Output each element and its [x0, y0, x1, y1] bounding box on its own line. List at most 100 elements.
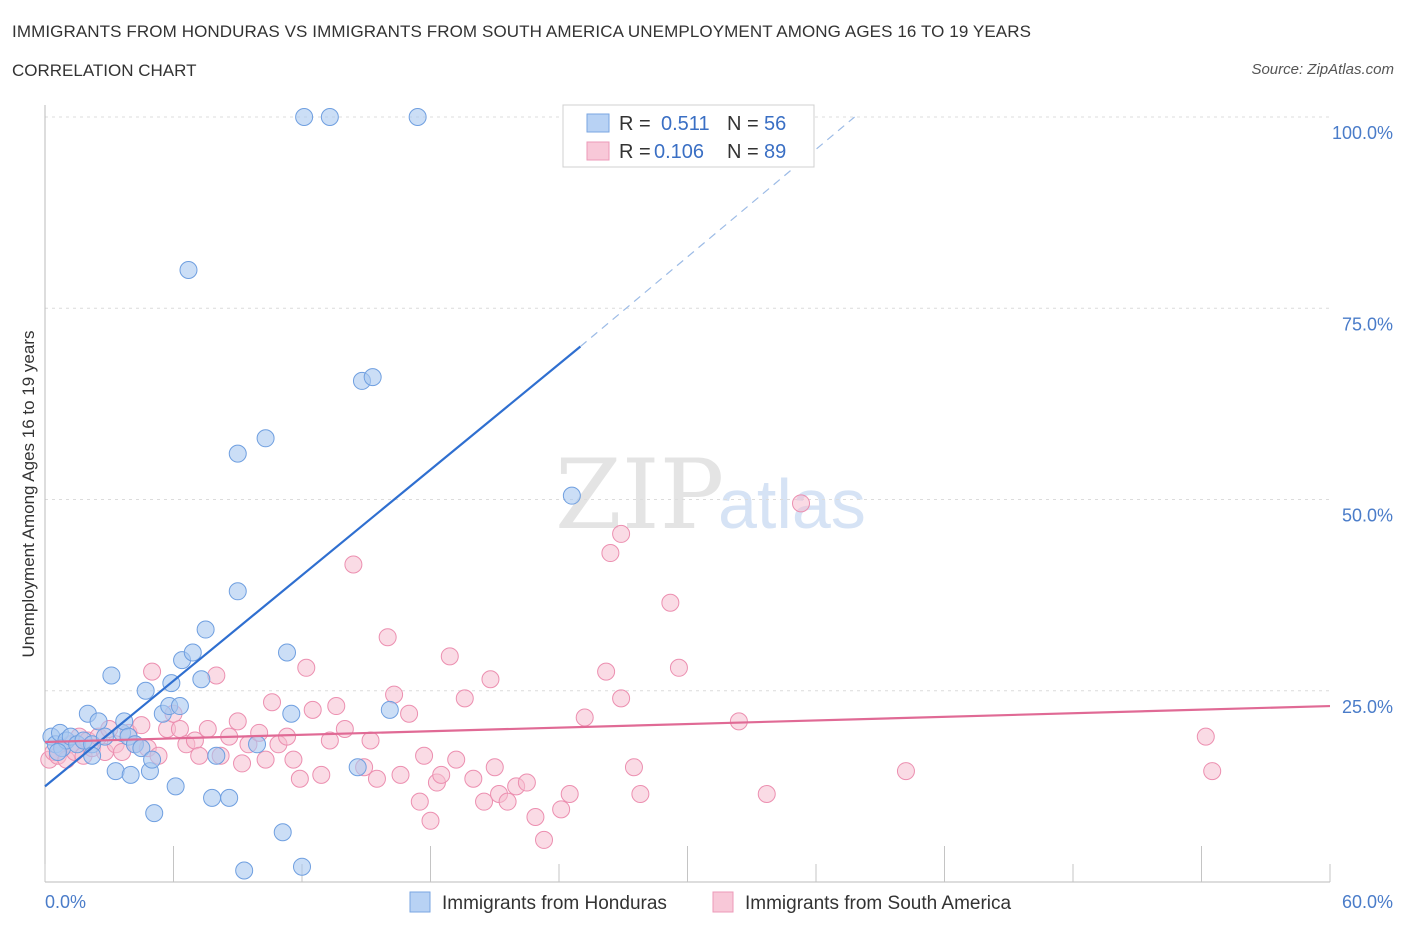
point-south-america-84: [669, 658, 688, 677]
bottom-legend-swatch-south-america: [712, 891, 734, 913]
point-honduras-18: [121, 765, 140, 784]
point-honduras-35: [203, 788, 222, 807]
point-honduras-48: [320, 108, 339, 126]
point-south-america-27: [190, 746, 209, 765]
legend-r-label-south-america: R =: [619, 141, 651, 163]
point-honduras-31: [179, 261, 198, 279]
point-honduras-54: [562, 486, 581, 505]
legend-r-value-honduras: 0.511: [661, 113, 710, 135]
legend-n-label-south-america: N =: [727, 141, 759, 163]
point-south-america-56: [410, 792, 429, 811]
point-south-america-83: [661, 593, 680, 612]
point-south-america-65: [475, 792, 494, 811]
point-south-america-33: [233, 754, 252, 773]
point-south-america-64: [464, 769, 483, 788]
point-south-america-45: [320, 731, 339, 750]
point-south-america-87: [792, 494, 811, 513]
point-south-america-76: [575, 708, 594, 727]
point-south-america-86: [757, 785, 776, 804]
point-south-america-72: [526, 807, 545, 826]
legend: R = 0.511 N = 56 R = 0.106 N = 89: [562, 104, 815, 168]
point-south-america-69: [498, 792, 517, 811]
point-honduras-55: [48, 742, 67, 761]
point-honduras-28: [166, 777, 185, 796]
point-honduras-51: [363, 368, 382, 387]
point-honduras-32: [183, 643, 202, 662]
legend-n-value-south-america: 89: [764, 141, 786, 163]
point-honduras-36: [207, 746, 226, 765]
point-south-america-29: [207, 666, 226, 685]
point-south-america-42: [297, 658, 316, 677]
point-south-america-39: [278, 727, 297, 746]
point-south-america-46: [327, 697, 346, 716]
point-south-america-77: [597, 662, 616, 681]
point-south-america-63: [455, 689, 474, 708]
series-south-america: [40, 494, 1222, 849]
y-tick-label-50: 50.0%: [1342, 506, 1393, 526]
point-honduras-40: [235, 861, 254, 880]
point-honduras-46: [293, 857, 311, 876]
legend-n-label-honduras: N =: [727, 113, 759, 135]
point-south-america-40: [284, 750, 303, 769]
point-south-america-71: [517, 773, 536, 792]
point-honduras-21: [136, 681, 155, 700]
point-honduras-23: [143, 750, 162, 769]
point-south-america-43: [303, 700, 322, 719]
point-south-america-60: [432, 765, 451, 784]
point-south-america-90: [1203, 762, 1222, 781]
point-honduras-39: [228, 444, 247, 463]
bottom-legend-label-south-america: Immigrants from South America: [745, 893, 1012, 914]
point-south-america-41: [290, 769, 309, 788]
point-honduras-44: [278, 643, 297, 662]
point-south-america-18: [132, 716, 151, 735]
y-tick-labels: 25.0% 50.0% 75.0% 100.0%: [1332, 123, 1393, 717]
point-south-america-80: [612, 689, 631, 708]
legend-r-value-south-america: 0.106: [654, 141, 704, 163]
point-honduras-53: [408, 108, 427, 126]
point-south-america-67: [485, 758, 504, 777]
point-honduras-33: [192, 670, 211, 689]
trend-line-honduras: [44, 345, 582, 788]
point-honduras-47: [295, 108, 314, 126]
point-honduras-24: [145, 804, 164, 823]
point-south-america-37: [263, 693, 282, 712]
bottom-legend: Immigrants from Honduras Immigrants from…: [409, 891, 1012, 914]
point-south-america-81: [624, 758, 643, 777]
y-tick-label-75: 75.0%: [1342, 314, 1393, 334]
source-credit: Source: ZipAtlas.com: [1251, 61, 1394, 78]
point-south-america-44: [312, 765, 331, 784]
y-axis-label: Unemployment Among Ages 16 to 19 years: [19, 331, 38, 658]
point-honduras-29: [170, 697, 189, 716]
point-honduras-34: [196, 620, 215, 639]
point-south-america-32: [228, 712, 247, 731]
point-south-america-74: [552, 800, 571, 819]
point-south-america-52: [378, 628, 397, 647]
point-south-america-82: [631, 785, 650, 804]
point-south-america-61: [440, 647, 459, 666]
watermark-zip: ZIP: [555, 439, 724, 551]
point-south-america-57: [415, 746, 434, 765]
legend-r-label-honduras: R =: [619, 113, 651, 135]
point-honduras-10: [83, 746, 102, 765]
chart-title: IMMIGRANTS FROM HONDURAS VS IMMIGRANTS F…: [12, 22, 1032, 41]
point-honduras-52: [380, 700, 399, 719]
point-south-america-75: [560, 785, 579, 804]
point-south-america-51: [367, 769, 386, 788]
point-south-america-79: [612, 524, 631, 543]
point-south-america-62: [447, 750, 466, 769]
point-south-america-50: [361, 731, 380, 750]
point-honduras-41: [248, 735, 267, 754]
point-honduras-37: [220, 788, 239, 807]
point-south-america-58: [421, 811, 440, 830]
trend-line-south-america: [44, 704, 1331, 744]
point-south-america-28: [198, 720, 217, 738]
watermark-atlas: atlas: [718, 465, 866, 543]
point-south-america-48: [344, 555, 363, 574]
y-tick-label-100: 100.0%: [1332, 123, 1393, 143]
x-tick-label-max: 60.0%: [1342, 892, 1393, 912]
gridlines: [45, 116, 1330, 692]
point-south-america-88: [896, 762, 915, 781]
series-honduras: [42, 108, 581, 880]
bottom-legend-swatch-honduras: [409, 891, 431, 913]
